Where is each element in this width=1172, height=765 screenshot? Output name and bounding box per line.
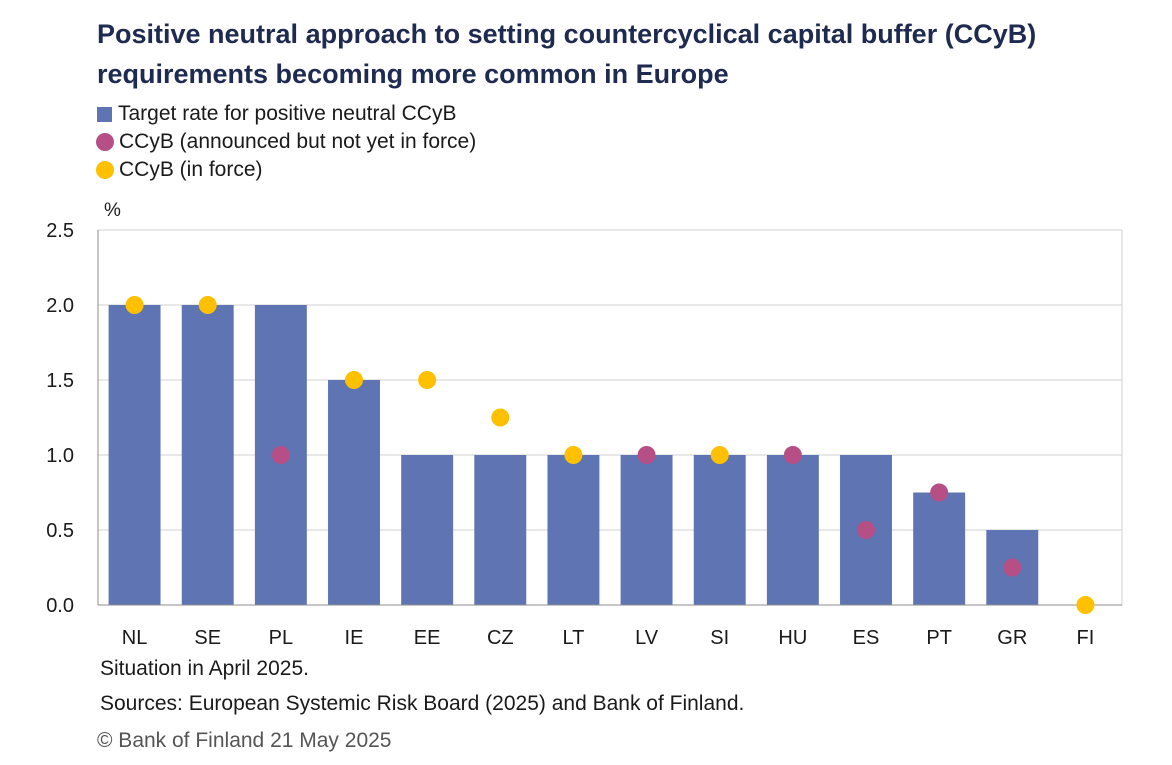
x-tick-label: LV: [635, 627, 659, 649]
announced-dot: [637, 446, 656, 464]
bar: [474, 455, 527, 605]
bar: [108, 305, 161, 605]
y-tick-label: 2.0: [46, 295, 74, 317]
in-force-dot: [1076, 596, 1095, 614]
announced-dot: [1003, 558, 1022, 577]
x-tick-label: GR: [997, 627, 1027, 649]
bar: [401, 455, 454, 605]
chart-title: Positive neutral approach to setting cou…: [97, 19, 1037, 89]
in-force-dot: [710, 446, 729, 464]
legend-label-announced: CCyB (announced but not yet in force): [119, 130, 477, 153]
legend-swatch-announced: [96, 133, 114, 151]
x-tick-label: HU: [778, 627, 807, 649]
announced-dot: [930, 483, 949, 502]
in-force-dot: [345, 371, 363, 389]
x-tick-label: NL: [122, 627, 148, 649]
y-axis-unit: %: [104, 200, 121, 221]
x-tick-label: LT: [562, 627, 584, 649]
y-tick-label: 0.0: [46, 595, 74, 617]
bar: [620, 455, 673, 605]
x-tick-label: IE: [345, 627, 364, 649]
in-force-dot: [198, 296, 217, 314]
y-tick-label: 0.5: [46, 520, 74, 542]
bar: [181, 305, 234, 605]
legend-label-in-force: CCyB (in force): [119, 158, 263, 181]
in-force-dot: [564, 446, 583, 464]
announced-dot: [783, 446, 802, 464]
y-tick-label: 1.5: [46, 370, 74, 392]
bar: [547, 455, 600, 605]
in-force-dot: [418, 371, 437, 389]
legend-label-target-rate: Target rate for positive neutral CCyB: [118, 102, 457, 125]
x-tick-label: SI: [710, 627, 729, 649]
legend-item-target-rate: Target rate for positive neutral CCyB: [97, 100, 476, 128]
bar: [328, 380, 380, 605]
bar: [766, 455, 819, 605]
x-tick-label: ES: [853, 627, 880, 649]
in-force-dot: [491, 408, 510, 427]
bar: [693, 455, 746, 605]
legend: Target rate for positive neutral CCyB CC…: [96, 100, 477, 184]
x-tick-label: EE: [414, 627, 441, 649]
y-tick-label: 2.5: [46, 220, 74, 242]
x-tick-label: CZ: [487, 627, 514, 649]
legend-item-announced: CCyB (announced but not yet in force): [96, 128, 477, 156]
legend-swatch-in-force: [96, 161, 114, 179]
x-tick-label: PT: [926, 627, 952, 649]
announced-dot: [857, 521, 875, 539]
in-force-dot: [125, 296, 144, 314]
legend-swatch-bar: [97, 106, 112, 122]
bar: [913, 492, 966, 605]
x-tick-label: PL: [269, 627, 293, 649]
copyright: © Bank of Finland 21 May 2025: [97, 729, 392, 752]
announced-dot: [271, 446, 290, 464]
x-tick-label: SE: [194, 627, 221, 649]
x-tick-label: FI: [1077, 627, 1095, 649]
legend-item-in-force: CCyB (in force): [96, 156, 476, 184]
y-tick-label: 1.0: [46, 445, 74, 467]
note-sources: Sources: European Systemic Risk Board (2…: [100, 692, 745, 715]
note-situation: Situation in April 2025.: [100, 657, 309, 680]
